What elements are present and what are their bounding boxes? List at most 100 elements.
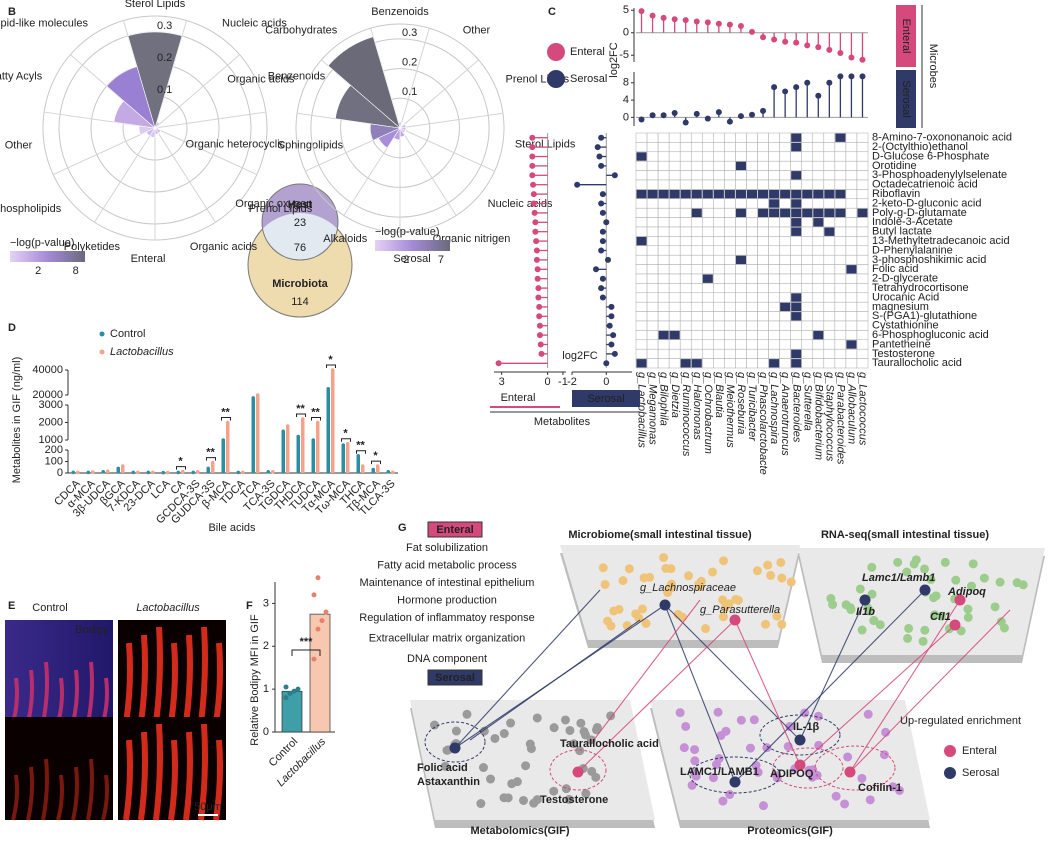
heatmap-cell (856, 292, 869, 303)
heatmap-cell (845, 170, 858, 181)
heatmap-cell (845, 273, 858, 284)
bar (116, 468, 120, 473)
legend-tick-label: 8 (73, 265, 79, 277)
heatmap-cell (735, 226, 747, 237)
heatmap-cell (823, 348, 836, 359)
node (903, 633, 913, 643)
node-label: g_Lachnospiraceae (640, 582, 736, 594)
stain-label: Bodipy (75, 624, 109, 636)
heatmap-cell (823, 151, 836, 162)
heatmap-cell (812, 301, 825, 312)
heatmap-cell (702, 264, 714, 275)
heatmap-cell (746, 339, 758, 350)
heatmap-cell (757, 301, 769, 312)
heatmap-cell (724, 217, 736, 228)
node (909, 559, 919, 569)
heatmap-cell (812, 311, 825, 322)
panel-label: B (8, 6, 16, 18)
heatmap-cell (657, 320, 670, 331)
heatmap-cell (801, 264, 814, 275)
heatmap-cell (724, 339, 736, 350)
heatmap-cell (812, 236, 825, 247)
heatmap-cell (768, 236, 780, 247)
heatmap-link (824, 227, 835, 236)
heatmap-cell (834, 273, 847, 284)
heatmap-cell (779, 170, 791, 181)
heatmap-cell (713, 245, 725, 256)
heatmap-cell (856, 320, 869, 331)
heatmap-cell (657, 142, 670, 153)
heatmap-cell (801, 283, 814, 294)
node (687, 780, 697, 790)
sig-label: ** (311, 406, 320, 418)
heatmap-cell (768, 217, 780, 228)
heatmap-cell (812, 264, 825, 275)
row-label: 3-phosphoshikimic acid (872, 254, 986, 266)
plane-title: Proteomics(GIF) (747, 825, 833, 837)
heatmap-cell (801, 292, 814, 303)
heatmap-link (824, 189, 835, 199)
node (529, 798, 539, 808)
y-tick-label: 1 (263, 683, 269, 695)
bar-dot (90, 470, 95, 474)
lollipop-dot (536, 332, 543, 339)
column-label: g_Phascolarctobacte (757, 372, 769, 475)
node (718, 612, 728, 622)
lollipop-dot (793, 39, 800, 46)
data-point (283, 684, 289, 690)
heatmap-cell (746, 142, 758, 153)
heatmap-cell (856, 311, 869, 322)
plane-title: Metabolomics(GIF) (470, 825, 569, 837)
node (677, 612, 687, 622)
tag-label: Enteral (436, 524, 473, 536)
highlight-node (949, 619, 961, 631)
heatmap-cell (702, 301, 714, 312)
micrograph-villus (183, 634, 193, 724)
node (499, 729, 509, 739)
node (966, 581, 976, 591)
axis-label: log2FC (608, 42, 620, 78)
link (734, 619, 801, 766)
heatmap-cell (746, 358, 758, 369)
lollipop-dot (693, 110, 700, 117)
radar-label: Sterol Lipids (515, 138, 576, 150)
heatmap-cell (657, 198, 670, 209)
heatmap-cell (690, 292, 703, 303)
heatmap-cell (757, 264, 769, 275)
lollipop-dot (535, 285, 542, 292)
heatmap-cell (679, 283, 692, 294)
radar-label: Glycerophospholipids (0, 203, 62, 215)
node (506, 718, 516, 728)
heatmap-link (669, 189, 680, 199)
radar-spoke (399, 127, 495, 172)
node (683, 571, 693, 581)
heatmap-cell (690, 348, 703, 359)
cluster-outline (772, 747, 844, 789)
heatmap-cell (646, 236, 659, 247)
heatmap-cell (724, 348, 736, 359)
heatmap-cell (801, 151, 814, 162)
heatmap-cell (735, 292, 747, 303)
node (804, 765, 814, 775)
lollipop-dot (608, 313, 615, 320)
lollipop-dot (649, 12, 656, 19)
heatmap-cell (856, 339, 869, 350)
heatmap-cell (768, 226, 780, 237)
heatmap-link (835, 133, 846, 142)
column-label: g_Lachnospira (768, 372, 780, 444)
node (666, 564, 676, 574)
legend-label: Enteral (962, 745, 997, 757)
heatmap-cell (668, 160, 681, 171)
heatmap-link (636, 152, 647, 161)
node (565, 725, 575, 735)
y-tick-label: 8 (623, 77, 629, 89)
heatmap-cell (768, 170, 780, 181)
lollipop-dot (815, 92, 822, 99)
heatmap-cell (657, 283, 670, 294)
bar-dot (131, 470, 136, 475)
lollipop-dot (726, 118, 733, 125)
micrograph-villus (86, 758, 94, 821)
heatmap-cell (801, 198, 814, 209)
lollipop-dot (638, 8, 645, 15)
bar (256, 395, 260, 473)
